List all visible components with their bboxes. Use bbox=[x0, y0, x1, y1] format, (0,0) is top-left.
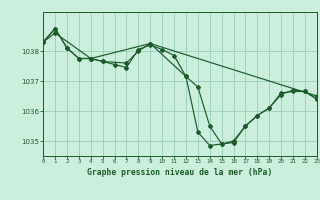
X-axis label: Graphe pression niveau de la mer (hPa): Graphe pression niveau de la mer (hPa) bbox=[87, 168, 273, 177]
